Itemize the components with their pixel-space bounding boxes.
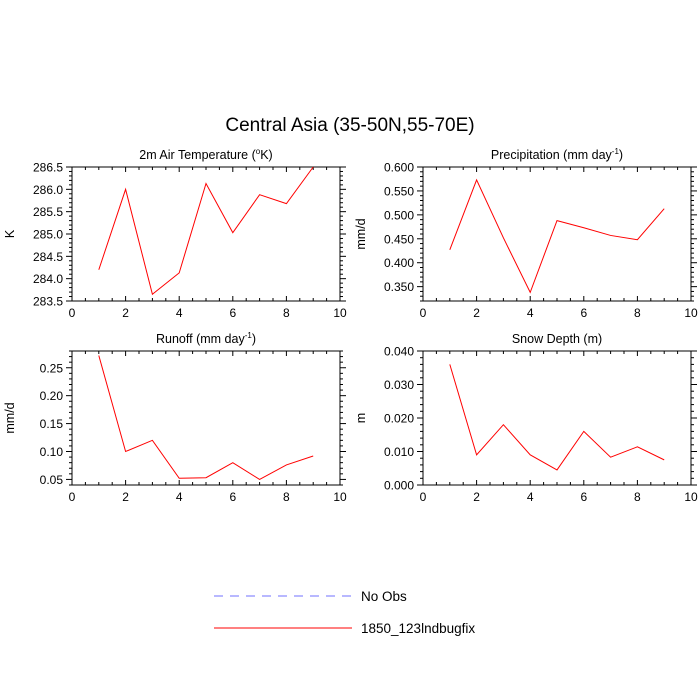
y-axis-label: K [3,229,17,238]
y-tick-label: 0.600 [384,161,414,175]
panels-container: 2m Air Temperature (oK) K 0 2 4 6 8 10 283.5 284.… [3,147,698,504]
panel-title-text: Runoff (mm day [156,332,245,346]
panel-title-text: 2m Air Temperature ( [139,148,256,162]
panel-title-superscript: o [256,147,261,156]
y-tick-label: 0.500 [384,208,414,222]
y-axis-label: mm/d [354,218,368,249]
chart-panel-3: Runoff (mm day-1) mm/d 0 2 4 6 8 10 0.05 0.10 0.15… [3,331,347,504]
chart-panel-2: Precipitation (mm day-1) mm/d 0 2 4 6 8 10 0.350… [354,147,698,320]
y-tick-label: 0.25 [40,361,64,375]
y-tick-label: 0.20 [40,389,64,403]
chart-panel-4: Snow Depth (m) m 0 2 4 6 8 10 0.000 0.010 0.020 0.0… [354,332,698,504]
x-tick-label: 2 [122,490,129,504]
y-tick-label: 0.040 [384,345,414,359]
x-tick-label: 10 [684,490,698,504]
y-tick-label: 0.010 [384,445,414,459]
y-tick-label: 0.030 [384,378,414,392]
y-tick-label: 0.15 [40,417,64,431]
y-tick-label: 285.5 [33,205,63,219]
x-tick-label: 4 [176,490,183,504]
panel-title-superscript: -1 [612,147,620,156]
y-tick-label: 286.5 [33,161,63,175]
x-tick-label: 0 [420,306,427,320]
x-tick-label: 8 [634,490,641,504]
panel-title-text-end: ) [619,148,623,162]
series-line [98,355,314,480]
x-tick-label: 8 [283,306,290,320]
y-tick-label: 0.05 [40,473,64,487]
y-tick-label: 0.020 [384,412,414,426]
x-tick-label: 10 [333,306,347,320]
chart-panel-1: 2m Air Temperature (oK) K 0 2 4 6 8 10 283.5 284.… [3,147,347,320]
panel-title: Snow Depth (m) [512,332,602,346]
series-line [98,166,314,296]
legend: No Obs 1850_123lndbugfix [214,589,475,636]
x-tick-label: 2 [473,306,480,320]
x-tick-label: 0 [69,306,76,320]
series-line [449,364,665,471]
y-tick-label: 0.550 [384,184,414,198]
y-tick-label: 0.350 [384,280,414,294]
y-tick-label: 0.400 [384,256,414,270]
y-tick-label: 283.5 [33,295,63,309]
x-tick-label: 6 [580,490,587,504]
panel-title-text-end: K) [260,148,273,162]
y-tick-label: 0.10 [40,445,64,459]
panel-title-text: Precipitation (mm day [491,148,613,162]
y-tick-label: 284.5 [33,250,63,264]
x-tick-label: 6 [229,306,236,320]
panel-title: Runoff (mm day-1) [156,331,256,346]
panel-title: 2m Air Temperature (oK) [139,147,272,162]
x-tick-label: 6 [580,306,587,320]
y-tick-label: 286.0 [33,183,63,197]
y-tick-label: 0.000 [384,479,414,493]
x-tick-label: 0 [420,490,427,504]
x-tick-label: 10 [684,306,698,320]
panel-title-text: Snow Depth (m) [512,332,602,346]
x-tick-label: 6 [229,490,236,504]
legend-label-2: 1850_123lndbugfix [361,621,475,636]
x-tick-label: 4 [176,306,183,320]
x-tick-label: 8 [283,490,290,504]
x-tick-label: 4 [527,490,534,504]
y-axis-label: m [354,413,368,423]
panel-title: Precipitation (mm day-1) [491,147,623,162]
series-line [449,178,665,294]
panel-title-superscript: -1 [245,331,253,340]
y-axis-label: mm/d [3,402,17,433]
x-tick-label: 4 [527,306,534,320]
x-tick-label: 10 [333,490,347,504]
x-tick-label: 2 [122,306,129,320]
legend-label-1: No Obs [361,589,407,604]
x-tick-label: 2 [473,490,480,504]
y-tick-label: 0.450 [384,232,414,246]
figure-title: Central Asia (35-50N,55-70E) [225,115,474,136]
y-tick-label: 284.0 [33,272,63,286]
y-tick-label: 285.0 [33,228,63,242]
panel-title-text-end: ) [252,332,256,346]
x-tick-label: 0 [69,490,76,504]
x-tick-label: 8 [634,306,641,320]
